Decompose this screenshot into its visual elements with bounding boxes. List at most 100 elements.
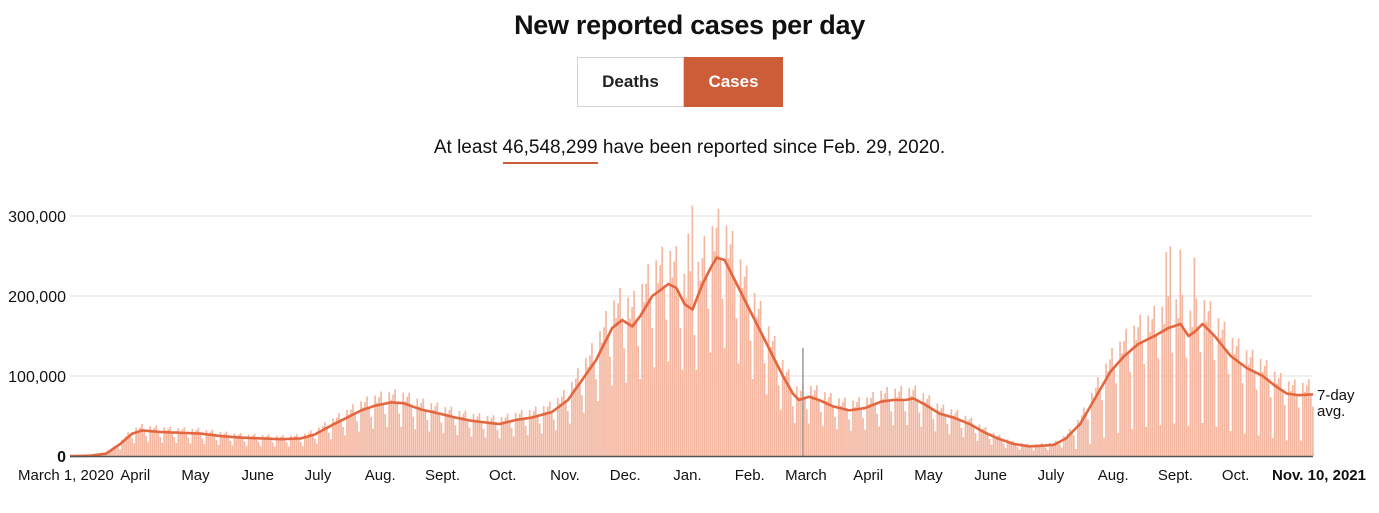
x-tick-label: June — [241, 467, 274, 484]
x-tick-labels: March 1, 2020 April May June July Aug. Sept. Oc… — [18, 467, 1366, 484]
daily-bar — [1048, 442, 1051, 456]
daily-bar — [368, 407, 370, 456]
daily-bar — [745, 266, 748, 456]
daily-bar — [472, 414, 475, 456]
daily-bar — [912, 389, 915, 456]
daily-bar — [848, 419, 850, 456]
daily-bar — [1044, 447, 1047, 456]
cases-button[interactable]: Cases — [684, 57, 783, 107]
x-tick-label: Nov. — [550, 467, 580, 484]
daily-bar — [203, 443, 206, 456]
daily-bar — [783, 375, 786, 456]
daily-bar — [548, 401, 551, 456]
daily-bar — [410, 406, 413, 456]
daily-bar — [269, 438, 272, 456]
daily-bar — [1283, 405, 1286, 456]
daily-bar — [235, 436, 238, 456]
daily-bar — [482, 428, 485, 456]
daily-bar — [1295, 394, 1298, 456]
daily-bar — [267, 434, 270, 456]
daily-bar — [569, 423, 571, 456]
daily-bar — [615, 318, 617, 456]
daily-bar — [791, 406, 794, 456]
daily-bar — [151, 430, 154, 456]
daily-bar — [577, 368, 579, 456]
daily-bar — [502, 421, 505, 456]
daily-bar — [711, 226, 714, 456]
daily-bar — [113, 446, 115, 456]
total-count: 46,548,299 — [502, 137, 598, 164]
daily-bar — [494, 423, 497, 456]
daily-bar — [370, 416, 372, 456]
daily-bar — [844, 397, 846, 456]
daily-bar — [378, 397, 380, 456]
daily-bar — [950, 409, 953, 456]
daily-bar — [938, 411, 941, 456]
daily-bar — [243, 441, 246, 456]
daily-bar — [1303, 391, 1306, 456]
daily-bar — [179, 431, 182, 456]
daily-bar — [785, 372, 788, 456]
daily-bar — [763, 363, 766, 456]
daily-bar — [721, 298, 724, 456]
daily-bar — [542, 405, 545, 456]
daily-bar — [456, 435, 459, 456]
daily-bar — [731, 231, 734, 456]
deaths-button[interactable]: Deaths — [577, 57, 684, 107]
daily-bar — [504, 417, 507, 456]
daily-bar — [117, 447, 119, 456]
daily-bar — [627, 297, 629, 456]
daily-bar — [587, 367, 589, 456]
daily-bar — [1169, 246, 1172, 456]
daily-bar — [1145, 427, 1148, 456]
daily-bar — [137, 430, 139, 456]
daily-bar — [854, 407, 856, 456]
daily-bar — [924, 402, 927, 456]
daily-bar — [392, 394, 395, 456]
daily-bar — [978, 424, 981, 456]
daily-bar — [143, 430, 146, 456]
daily-bar — [675, 246, 678, 456]
daily-bar — [874, 404, 876, 456]
y-tick-labels: 0 100,000 200,000 300,000 — [8, 209, 66, 466]
daily-bar — [1119, 341, 1121, 456]
daily-bar — [486, 416, 489, 456]
daily-bar — [1279, 373, 1282, 456]
daily-bar — [621, 320, 623, 456]
daily-bar — [655, 260, 658, 456]
daily-bar — [530, 415, 533, 456]
daily-bar — [974, 433, 977, 456]
daily-bar — [474, 419, 477, 456]
x-tick-label: April — [853, 467, 883, 484]
daily-bar — [219, 432, 222, 456]
daily-bar — [398, 413, 401, 456]
daily-bar — [629, 318, 631, 456]
daily-bar — [980, 429, 983, 456]
daily-bar — [360, 401, 362, 456]
daily-bar — [183, 427, 186, 456]
daily-bar — [1197, 328, 1200, 456]
daily-bar — [344, 435, 346, 456]
daily-bar — [289, 435, 292, 456]
daily-bar — [1121, 353, 1123, 456]
daily-bar — [1113, 367, 1115, 456]
daily-bar — [1209, 301, 1212, 456]
daily-bar — [1249, 357, 1252, 456]
daily-bar — [1095, 387, 1097, 456]
daily-bar — [948, 434, 951, 456]
daily-bar — [607, 336, 609, 456]
daily-bar — [1052, 443, 1055, 456]
daily-bar — [765, 394, 768, 456]
daily-bar — [558, 403, 561, 456]
daily-bar — [356, 421, 358, 456]
daily-bar — [1239, 363, 1242, 456]
daily-bar — [1263, 365, 1266, 456]
daily-bar — [229, 440, 232, 456]
daily-bar — [773, 336, 776, 456]
daily-bar — [253, 433, 256, 456]
daily-bar — [671, 277, 674, 456]
daily-bar — [892, 425, 895, 456]
daily-bar — [828, 396, 830, 456]
daily-bar — [366, 396, 368, 456]
daily-bar — [946, 423, 949, 456]
